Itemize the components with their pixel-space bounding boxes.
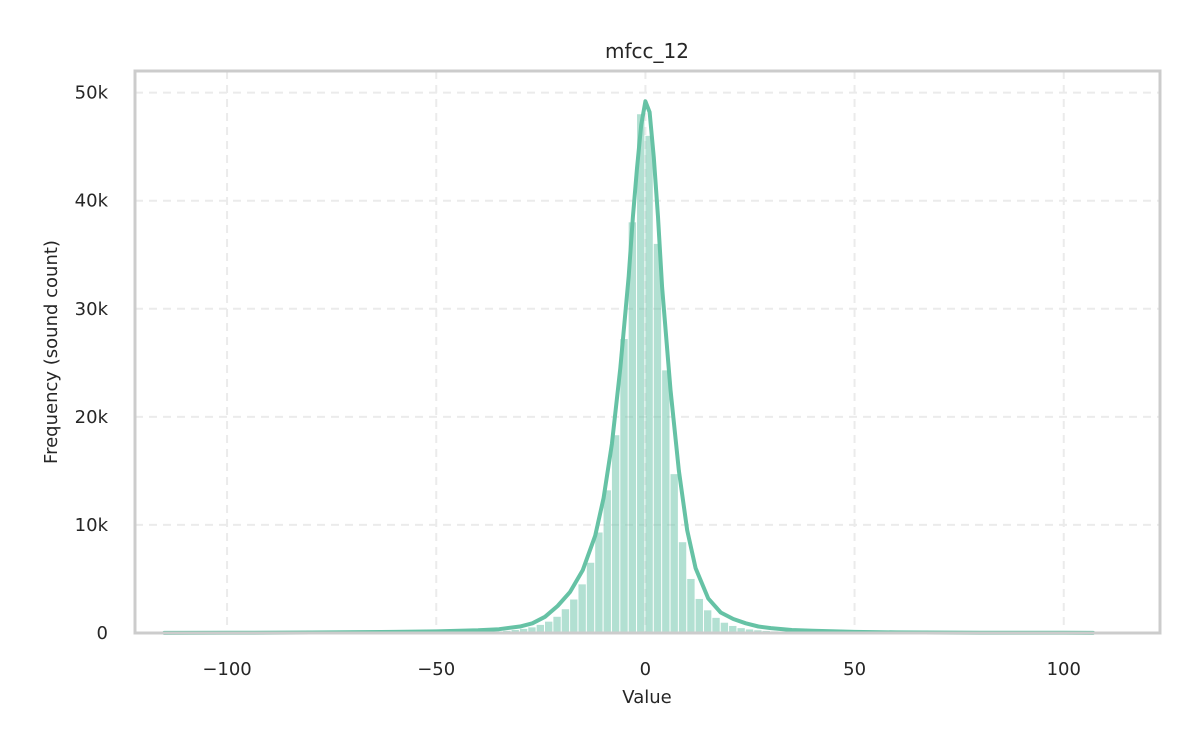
histogram-bar — [720, 622, 729, 633]
chart-title: mfcc_12 — [605, 39, 689, 63]
x-tick-label: 0 — [640, 659, 651, 680]
histogram-bar — [586, 562, 595, 633]
histogram-bar — [628, 222, 637, 634]
y-tick-label: 50k — [75, 83, 109, 104]
y-tick-label: 40k — [75, 191, 109, 212]
histogram-bar — [737, 628, 745, 633]
histogram-bar — [678, 542, 687, 633]
histogram-bars — [494, 114, 796, 634]
histogram-bar — [703, 610, 712, 633]
y-tick-label: 10k — [75, 515, 109, 536]
histogram-bar — [695, 598, 703, 633]
histogram-bar — [620, 339, 628, 633]
histogram-bar — [745, 629, 754, 633]
plot-frame — [133, 69, 1162, 635]
histogram-bar — [511, 629, 519, 633]
x-axis-title: Value — [622, 687, 671, 708]
histogram-bar — [545, 621, 553, 633]
histogram-bar — [670, 474, 678, 633]
x-tick-label: −50 — [417, 659, 455, 680]
y-tick-label: 0 — [97, 623, 108, 644]
x-tick-label: −100 — [202, 659, 251, 680]
x-tick-label: 100 — [1047, 659, 1081, 680]
histogram-bar — [528, 627, 536, 633]
histogram-bar — [561, 609, 570, 633]
histogram-bar — [687, 578, 695, 633]
histogram-bar — [611, 435, 620, 633]
histogram-bar — [653, 243, 662, 633]
y-tick-label: 20k — [75, 407, 109, 428]
histogram-bar — [570, 599, 578, 633]
kde-curve — [162, 99, 1096, 635]
histogram-bar — [712, 617, 720, 633]
histogram-bar — [729, 625, 737, 633]
y-tick-label: 30k — [75, 299, 109, 320]
histogram-bar — [603, 490, 611, 633]
histogram-bar — [536, 624, 544, 633]
histogram-bar — [578, 584, 586, 633]
histogram-bar — [645, 135, 653, 633]
histogram-bar — [595, 532, 603, 633]
x-tick-label: 50 — [843, 659, 866, 680]
histogram-bar — [662, 370, 670, 633]
histogram-bar — [519, 628, 528, 633]
histogram-bar — [637, 114, 645, 633]
y-axis-ticks: 0 10k 20k 30k 40k 50k — [75, 83, 109, 644]
x-axis-ticks: −100 −50 0 50 100 — [202, 659, 1081, 680]
histogram-bar — [553, 616, 561, 633]
y-axis-title: Frequency (sound count) — [41, 240, 62, 464]
